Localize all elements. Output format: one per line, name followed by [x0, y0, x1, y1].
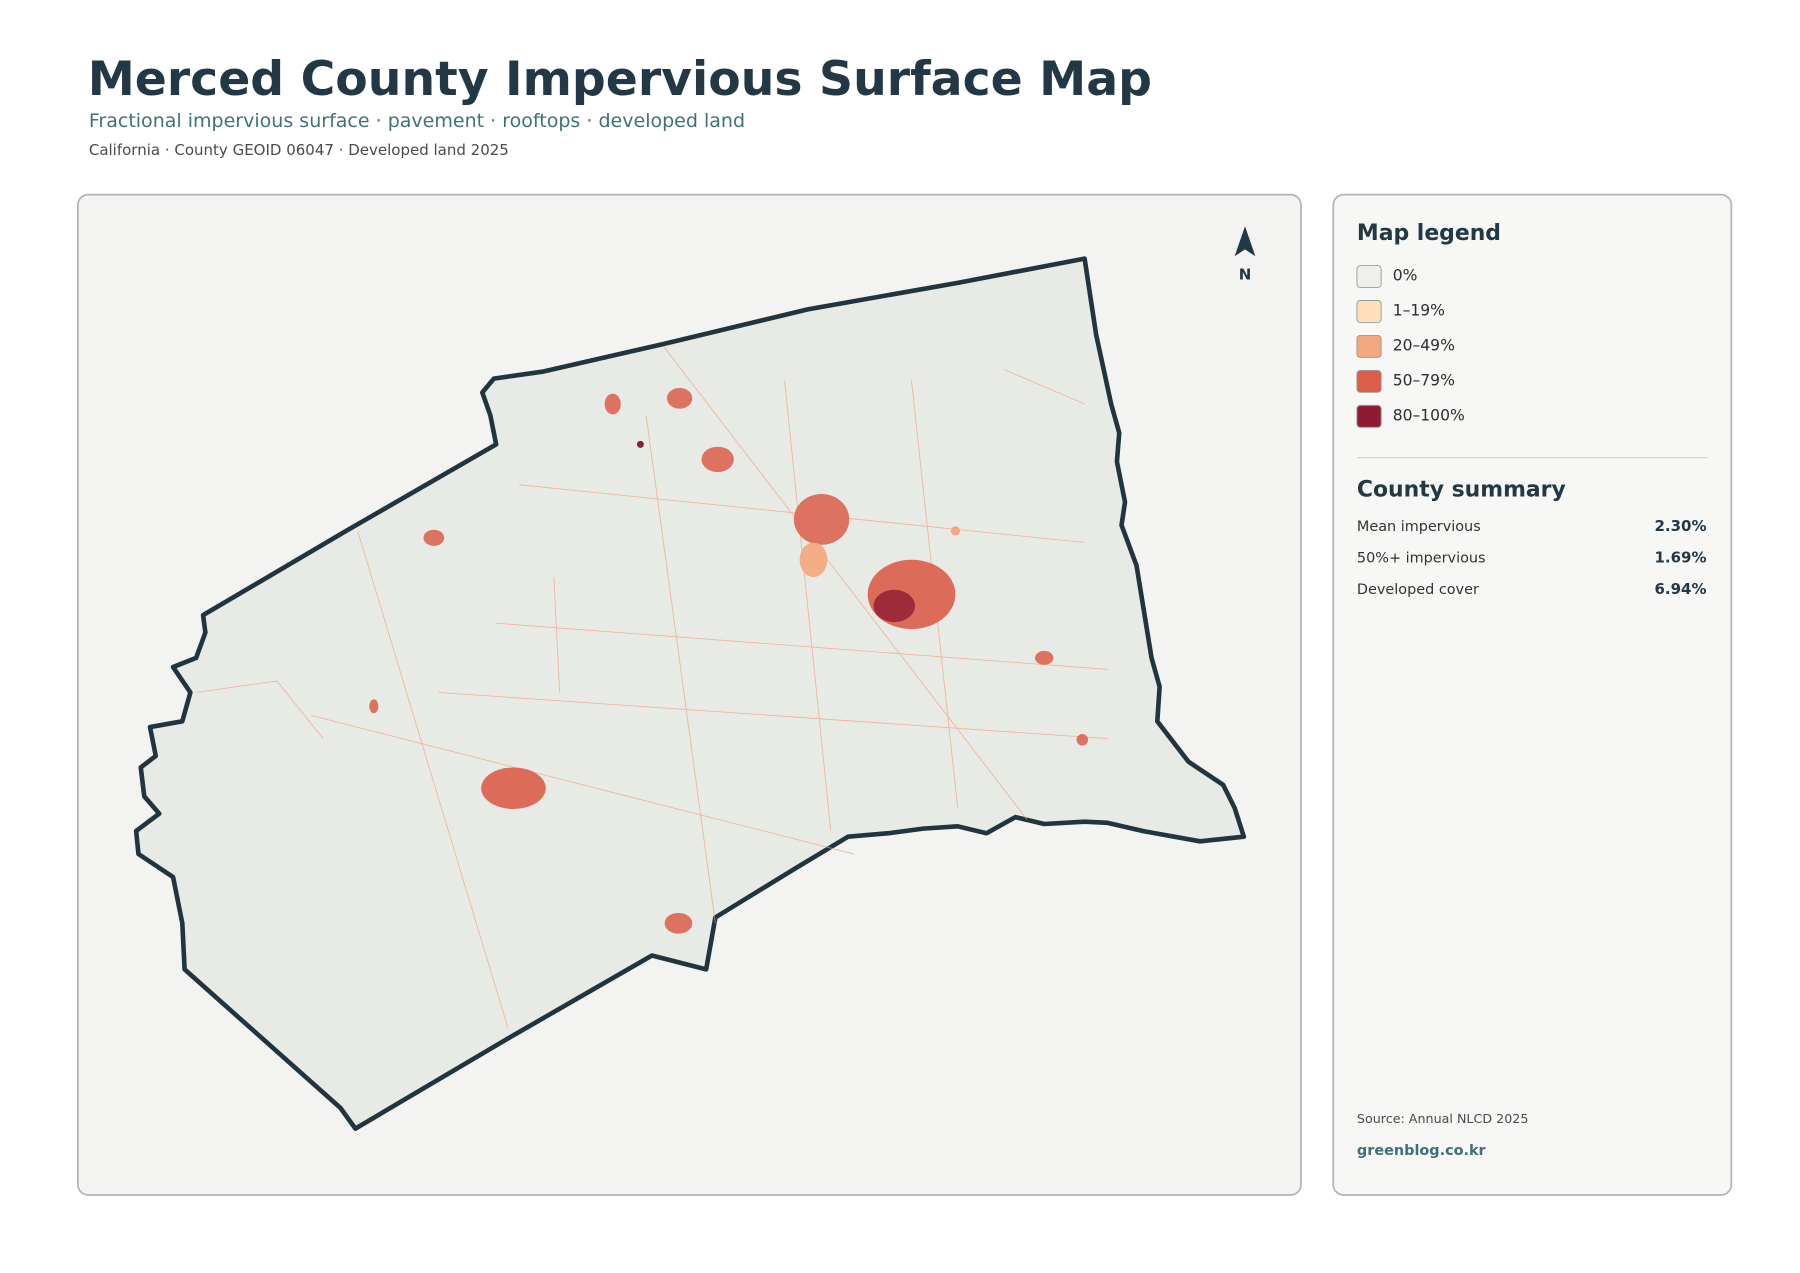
- county-shape: [133, 256, 1247, 1131]
- source: Source: Annual NLCD 2025: [1357, 1111, 1529, 1126]
- legend-label: 20–49%: [1393, 336, 1455, 354]
- legend-swatch: [1356, 300, 1382, 323]
- legend-swatch: [1356, 335, 1382, 358]
- summary-value: 6.94%: [1654, 580, 1706, 598]
- summary-label: 50%+ impervious: [1357, 550, 1486, 566]
- summary-value: 1.69%: [1654, 548, 1706, 566]
- urban-areas: [369, 387, 1089, 934]
- summary-value: 2.30%: [1654, 517, 1706, 535]
- summary-label: Developed cover: [1357, 582, 1479, 598]
- legend-panel: [1332, 193, 1733, 1196]
- title: Merced County Impervious Surface Map: [88, 52, 1152, 107]
- site: greenblog.co.kr: [1357, 1143, 1487, 1159]
- north-arrow: [1234, 226, 1256, 257]
- legend-swatch: [1356, 369, 1382, 393]
- summary-rows: Mean impervious 2.30% 50%+ impervious 1.69%…: [1357, 517, 1707, 598]
- legend-label: 1–19%: [1393, 302, 1445, 320]
- summary-label: Mean impervious: [1357, 519, 1481, 535]
- legend-label: 50–79%: [1393, 371, 1455, 389]
- legend-swatch: [1356, 404, 1382, 428]
- legend-label: 80–100%: [1393, 406, 1465, 424]
- legend-items: 0% 1–19% 20–49% 50–79% 80–100%: [1356, 265, 1465, 428]
- road-network: [196, 346, 1108, 1028]
- north-label: N: [1239, 265, 1252, 283]
- legend-title: Map legend: [1357, 221, 1501, 246]
- legend-label: 0%: [1393, 267, 1418, 285]
- legend-swatch: [1356, 265, 1382, 288]
- summary-title: County summary: [1357, 477, 1566, 502]
- county-map: [133, 256, 1247, 1131]
- subtitle: Fractional impervious surface · pavement…: [89, 110, 745, 132]
- meta: California · County GEOID 06047 · Develo…: [89, 141, 509, 159]
